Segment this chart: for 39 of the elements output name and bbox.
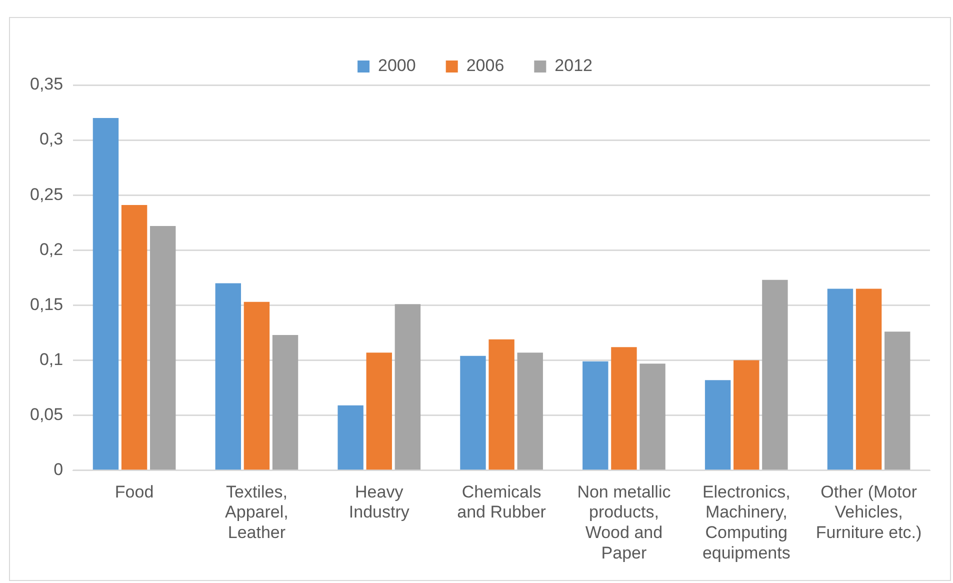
bar	[92, 118, 119, 470]
y-tick-label: 0,3	[39, 130, 64, 149]
bar	[460, 356, 486, 470]
legend-label: 2000	[378, 56, 416, 76]
bar	[366, 352, 392, 470]
bar	[517, 352, 543, 470]
bar	[121, 205, 148, 470]
x-tick-label: Non metallic products, Wood and Paper	[577, 482, 672, 562]
bar	[884, 332, 910, 470]
bar	[338, 405, 364, 470]
x-tick-label: Electronics, Machinery, Computing equipments	[702, 482, 790, 562]
x-tick-label: Textiles, Apparel, Leather	[225, 482, 288, 542]
y-tick-label: 0,05	[30, 405, 64, 424]
x-tick-label: Chemicals and Rubber	[457, 482, 546, 522]
y-tick-label: 0	[54, 460, 64, 480]
bar	[582, 361, 608, 470]
bar	[394, 304, 421, 470]
y-tick-label: 0,1	[39, 350, 64, 369]
bar	[244, 302, 270, 470]
x-tick-label: Heavy Industry	[348, 482, 410, 522]
bar	[827, 288, 854, 470]
legend-label: 2012	[554, 56, 592, 76]
bar	[856, 288, 882, 470]
bar	[488, 339, 514, 470]
y-tick-label: 0,15	[30, 294, 64, 314]
bar	[215, 283, 241, 470]
bar	[734, 360, 760, 470]
y-tick-label: 0,2	[39, 240, 64, 259]
bar	[272, 334, 298, 470]
y-tick-label: 0,25	[30, 184, 64, 204]
x-tick-label: Food	[114, 482, 154, 502]
bar	[150, 226, 176, 470]
y-tick-label: 0,35	[30, 74, 64, 94]
bar	[704, 380, 731, 470]
legend-label: 2006	[466, 56, 504, 76]
bar	[611, 347, 637, 470]
x-tick-label: Other (Motor Vehicles, Furniture etc.)	[816, 482, 922, 542]
bar	[762, 280, 788, 470]
bar	[640, 364, 666, 470]
